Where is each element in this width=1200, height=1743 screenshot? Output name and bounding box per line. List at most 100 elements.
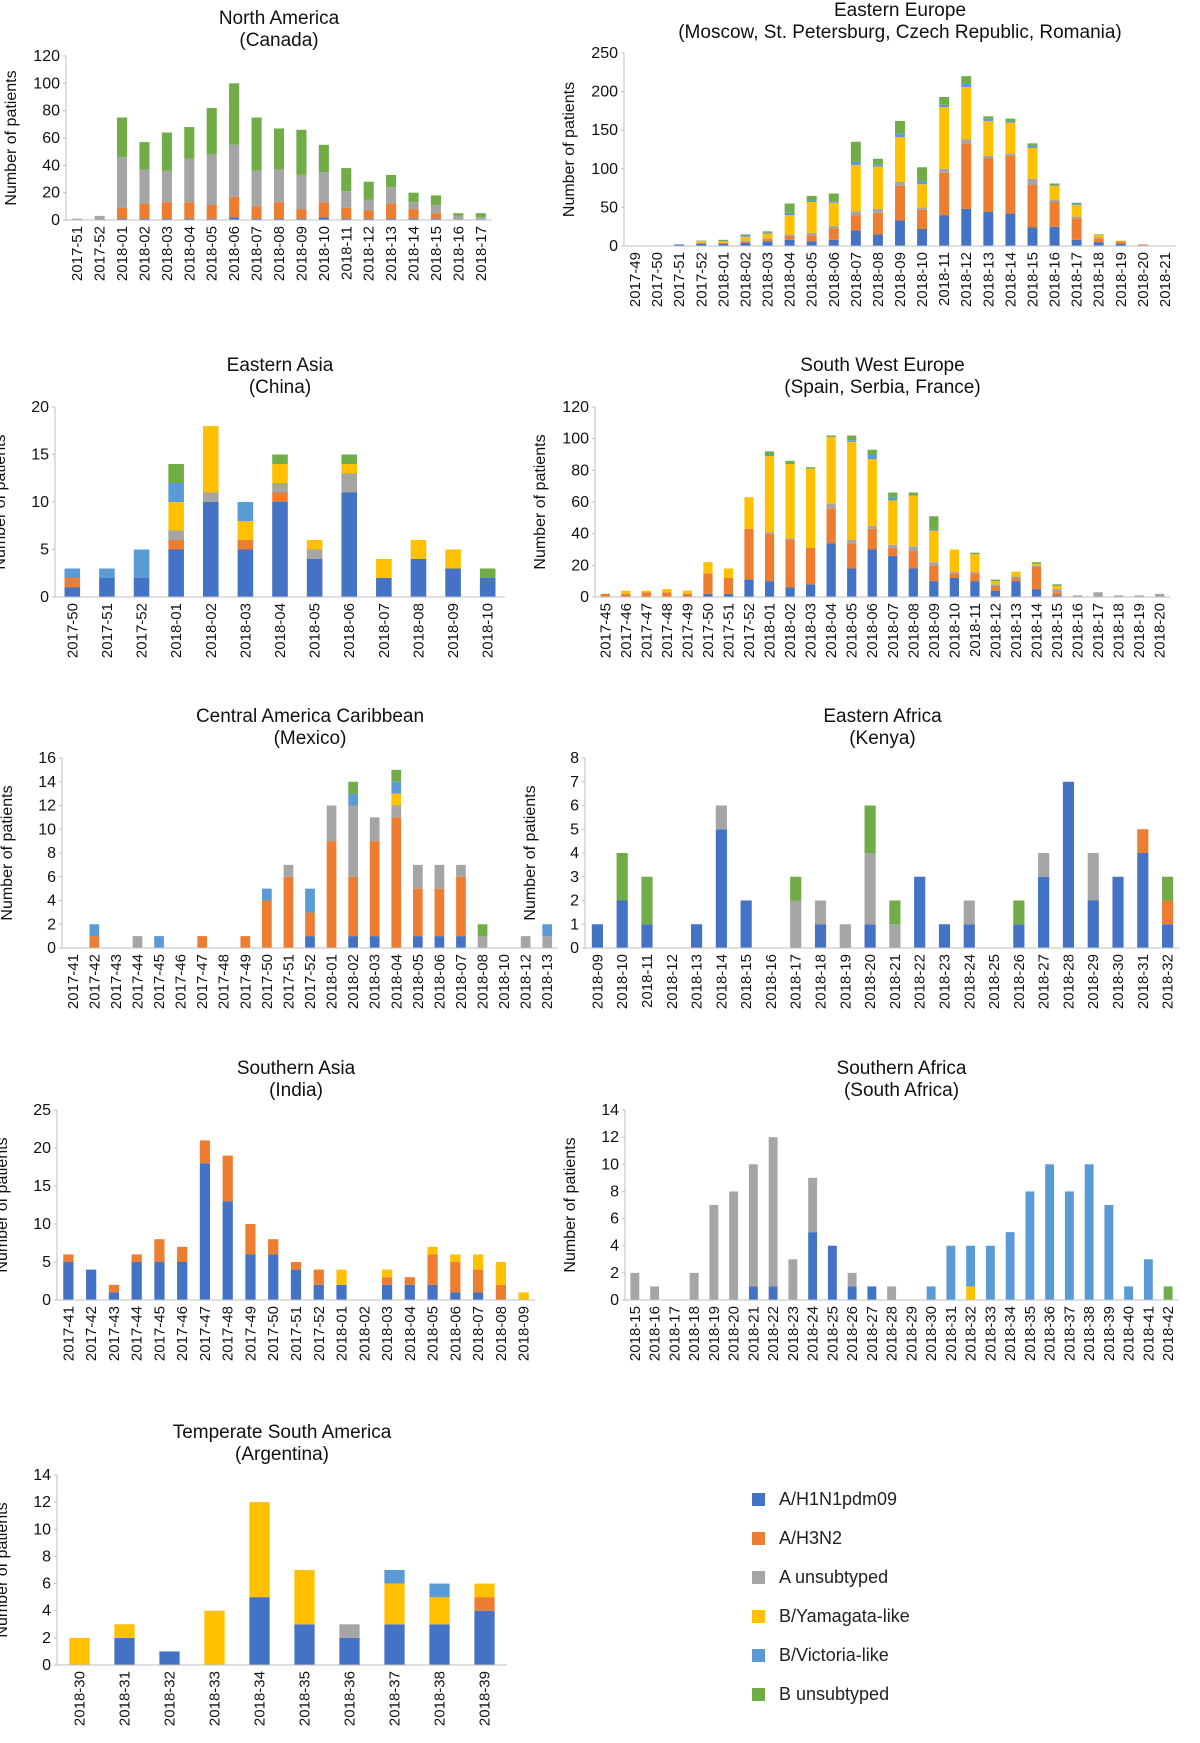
bar-segment	[1049, 185, 1060, 186]
bar-segment	[427, 1254, 438, 1285]
bar-segment	[616, 853, 628, 901]
bar-segment	[272, 454, 288, 464]
bar-segment	[1162, 900, 1174, 925]
bar-segment	[1052, 585, 1062, 590]
bar-segment	[348, 936, 358, 949]
x-tick-label: 2017-49	[627, 252, 644, 307]
y-tick-label: 60	[571, 494, 589, 511]
bar-segment	[272, 464, 288, 483]
x-tick-label: 2018-03	[367, 954, 384, 1009]
x-tick-label: 2018-08	[905, 603, 922, 658]
bar-segment	[445, 568, 461, 597]
bar-segment	[341, 473, 358, 493]
y-tick-label: 5	[570, 821, 579, 838]
bar-segment	[867, 459, 877, 526]
bar-segment	[850, 141, 861, 162]
x-tick-label: 2018-30	[1110, 954, 1127, 1009]
bar-segment	[867, 549, 877, 597]
x-tick-label: 2018-26	[1011, 954, 1028, 1009]
x-tick-label: 2018-10	[480, 603, 497, 658]
bar-segment	[272, 492, 288, 502]
x-tick-label: 2018-15	[627, 1306, 644, 1361]
bar-segment	[1005, 153, 1016, 156]
bar-segment	[864, 853, 876, 925]
bar-segment	[847, 543, 857, 569]
y-tick-label: 4	[610, 1238, 619, 1255]
x-tick-label: 2017-44	[129, 1306, 146, 1361]
bar-segment	[744, 579, 754, 597]
y-tick-label: 6	[42, 1576, 51, 1593]
bar-segment	[872, 208, 883, 213]
bar-segment	[888, 547, 898, 556]
bar-segment	[139, 142, 150, 170]
bar-segment	[872, 212, 883, 235]
x-tick-label: 2018-18	[813, 954, 830, 1009]
bar-segment	[1005, 1232, 1015, 1300]
bar-segment	[1115, 240, 1126, 242]
bar-segment	[131, 1262, 142, 1300]
y-axis-label: Number of patients	[532, 434, 549, 569]
bar-segment	[386, 174, 397, 188]
x-tick-label: 2018-29	[1085, 954, 1102, 1009]
x-tick-label: 2018-38	[1081, 1306, 1098, 1361]
bar-segment	[341, 464, 358, 474]
bar-segment	[369, 817, 380, 842]
x-tick-label: 2017-52	[693, 252, 710, 307]
bar-segment	[917, 209, 928, 230]
bar-segment	[970, 573, 980, 582]
bar-segment	[768, 1286, 778, 1300]
bar-segment	[744, 497, 754, 529]
x-tick-label: 2018-16	[1047, 252, 1064, 307]
x-tick-label: 2018-37	[387, 1671, 404, 1726]
bar-segment	[696, 240, 707, 242]
x-tick-label: 2018-04	[823, 603, 840, 658]
bar-segment	[1031, 589, 1042, 597]
y-axis-label: Number of patients	[0, 1137, 11, 1272]
bar-segment	[723, 568, 734, 578]
x-tick-label: 2018-18	[1091, 252, 1108, 307]
bar-segment	[202, 502, 219, 597]
bar-segment	[650, 1286, 660, 1300]
legend-item-b-unsubtyped: B unsubtyped	[752, 1675, 1092, 1714]
chart-subtitle: (China)	[249, 377, 311, 398]
bar-segment	[384, 1583, 405, 1625]
bar-segment	[929, 565, 939, 582]
bar-segment	[168, 530, 184, 540]
bar-segment	[963, 900, 975, 925]
bar-segment	[273, 202, 285, 219]
bar-segment	[132, 936, 143, 949]
x-tick-label: 2018-11	[936, 252, 953, 306]
bar-segment	[272, 502, 288, 597]
x-tick-label: 2018-24	[961, 954, 978, 1009]
x-tick-label: 2018-14	[1002, 252, 1019, 307]
bar-segment	[682, 590, 693, 594]
bar-segment	[872, 164, 883, 167]
bar-segment	[939, 107, 950, 169]
bar-segment	[117, 207, 128, 219]
x-tick-label: 2018-35	[297, 1671, 314, 1726]
y-tick-label: 6	[47, 869, 56, 886]
bar-segment	[391, 817, 402, 949]
bar-segment	[363, 199, 374, 211]
bar-segment	[1031, 566, 1042, 590]
bar-segment	[1005, 122, 1016, 154]
bar-segment	[117, 157, 128, 208]
x-tick-label: 2017-47	[197, 1306, 214, 1361]
bar-segment	[450, 1292, 461, 1300]
chart-subtitle: (Moscow, St. Petersburg, Czech Republic,…	[678, 22, 1122, 43]
x-tick-label: 2018-13	[689, 954, 706, 1009]
x-tick-label: 2017-49	[242, 1306, 259, 1361]
y-tick-label: 12	[601, 1129, 619, 1146]
chart-title: Southern Africa	[837, 1058, 967, 1079]
bar-segment	[1052, 592, 1062, 596]
bar-segment	[1124, 1286, 1134, 1300]
bar-segment	[630, 1272, 640, 1300]
legend-label-b-victoria: B/Victoria-like	[779, 1645, 889, 1665]
y-tick-label: 0	[610, 1292, 619, 1309]
bar-segment	[744, 528, 754, 580]
chart-title: Eastern Asia	[227, 355, 334, 376]
x-tick-label: 2018-05	[410, 954, 427, 1009]
legend-item-b-yamagata: B/Yamagata-like	[752, 1597, 1092, 1636]
bar-segment	[938, 924, 951, 948]
x-tick-label: 2018-03	[237, 603, 254, 658]
